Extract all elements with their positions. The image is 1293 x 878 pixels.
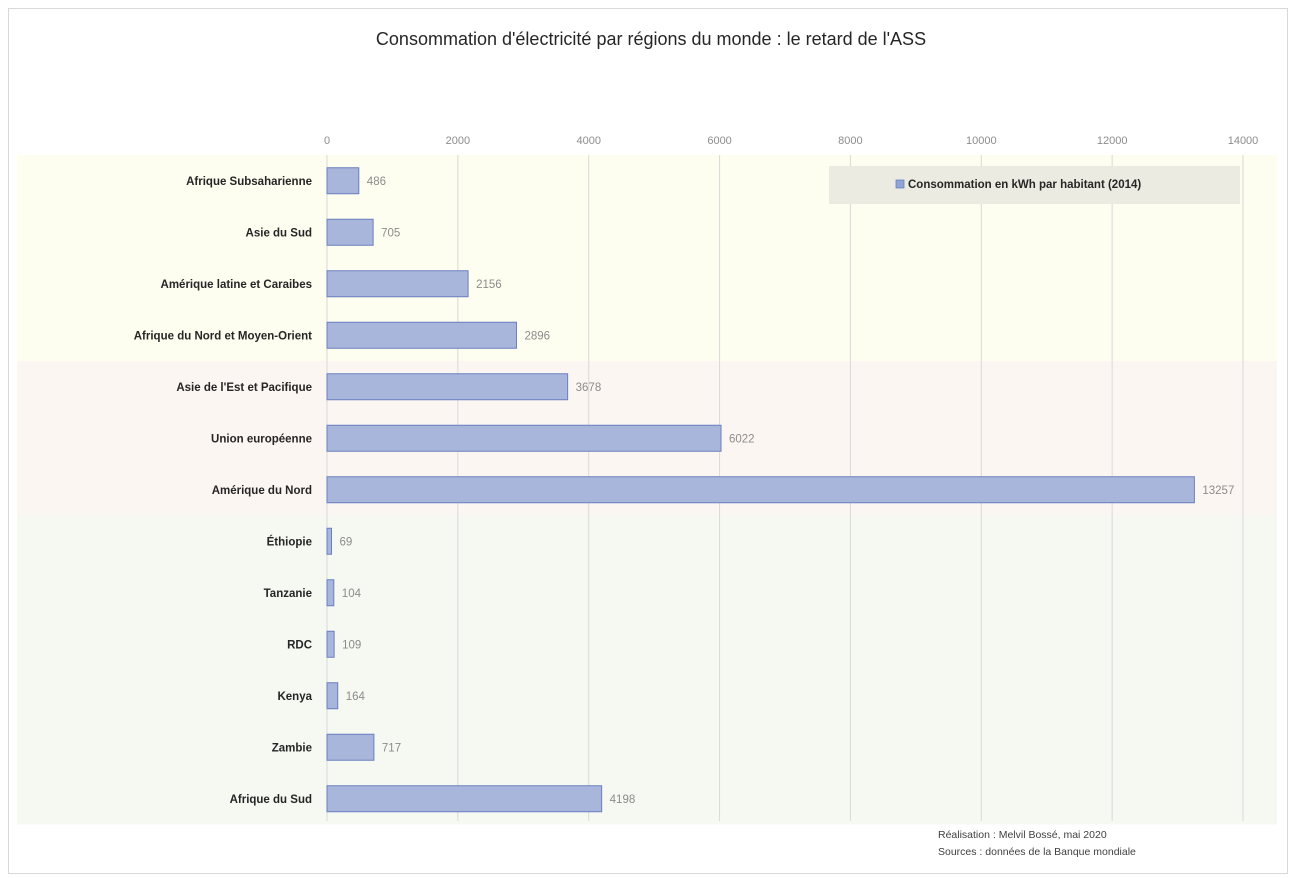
- data-label-6: 13257: [1202, 485, 1234, 497]
- bar-3: [326, 321, 517, 349]
- chart-frame: 0 2000 4000 6000 8000 10000 12000 14000 Afrique…: [8, 8, 1288, 874]
- bar-10: [326, 682, 339, 710]
- bar-9: [326, 630, 335, 658]
- category-label-11: Zambie: [272, 742, 312, 754]
- category-label-6: Amérique du Nord: [212, 485, 312, 497]
- bar-8: [326, 579, 335, 607]
- legend-label: Consommation en kWh par habitant (2014): [908, 179, 1141, 191]
- x-tick-label-14000: 14000: [1228, 135, 1259, 147]
- data-label-4: 3678: [576, 382, 602, 394]
- category-label-0: Afrique Subsaharienne: [186, 176, 312, 188]
- category-label-12: Afrique du Sud: [230, 794, 312, 806]
- data-label-7: 69: [340, 536, 353, 548]
- group-background-2: [17, 515, 1277, 825]
- x-tick-label-10000: 10000: [966, 135, 997, 147]
- credit-sources: Sources : données de la Banque mondiale: [938, 846, 1136, 858]
- x-tick-label-8000: 8000: [838, 135, 862, 147]
- data-label-10: 164: [346, 691, 366, 703]
- category-label-3: Afrique du Nord et Moyen-Orient: [134, 330, 312, 342]
- bar-4: [326, 373, 569, 401]
- category-label-9: RDC: [287, 639, 312, 651]
- bar-1: [326, 218, 374, 246]
- data-label-2: 2156: [476, 279, 502, 291]
- x-tick-label-0: 0: [324, 135, 330, 147]
- category-label-1: Asie du Sud: [246, 227, 312, 239]
- category-label-2: Amérique latine et Caraibes: [161, 279, 312, 291]
- data-label-1: 705: [381, 227, 400, 239]
- x-tick-label-6000: 6000: [707, 135, 731, 147]
- legend: Consommation en kWh par habitant (2014): [829, 166, 1240, 204]
- x-axis-ticks: 0 2000 4000 6000 8000 10000 12000 14000: [324, 135, 1258, 147]
- x-tick-label-12000: 12000: [1097, 135, 1128, 147]
- data-label-12: 4198: [610, 794, 636, 806]
- category-label-4: Asie de l'Est et Pacifique: [176, 382, 312, 394]
- data-label-8: 104: [342, 588, 362, 600]
- data-label-11: 717: [382, 742, 401, 754]
- chart-svg: 0 2000 4000 6000 8000 10000 12000 14000 Afrique…: [17, 29, 1277, 858]
- category-label-10: Kenya: [277, 691, 312, 703]
- bar-5: [326, 424, 722, 452]
- bar-0: [326, 167, 360, 195]
- category-label-7: Éthiopie: [267, 535, 312, 548]
- data-labels: 486 705 2156 2896 3678 6022 13257 69 104 109 164 71…: [340, 176, 1235, 806]
- x-tick-label-4000: 4000: [576, 135, 600, 147]
- data-label-5: 6022: [729, 433, 755, 445]
- category-labels: Afrique Subsaharienne Asie du Sud Amérique…: [134, 176, 313, 806]
- bar-7: [326, 527, 333, 555]
- data-label-0: 486: [367, 176, 386, 188]
- category-label-8: Tanzanie: [264, 588, 312, 600]
- bar-6: [326, 476, 1195, 504]
- credit-realisation: Réalisation : Melvil Bossé, mai 2020: [938, 829, 1107, 841]
- bar-12: [326, 785, 603, 813]
- legend-swatch: [895, 179, 905, 189]
- x-tick-label-2000: 2000: [446, 135, 470, 147]
- bars: [326, 167, 1195, 813]
- category-label-5: Union européenne: [211, 433, 312, 445]
- bar-2: [326, 270, 469, 298]
- chart-title: Consommation d'électricité par régions d…: [376, 29, 926, 49]
- bar-11: [326, 733, 375, 761]
- data-label-3: 2896: [524, 330, 550, 342]
- data-label-9: 109: [342, 639, 361, 651]
